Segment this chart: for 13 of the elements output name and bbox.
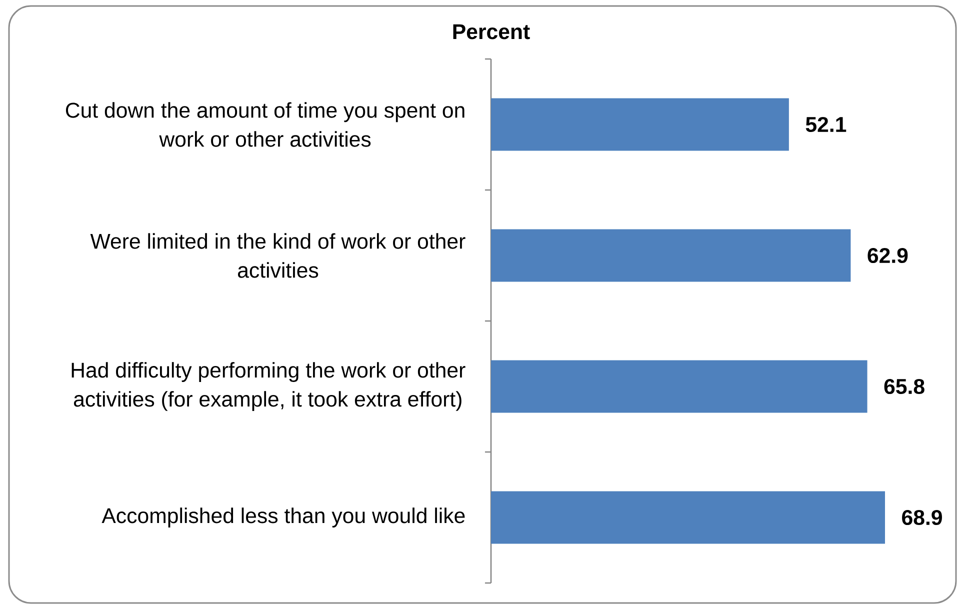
bar (491, 491, 885, 544)
bar (491, 98, 789, 151)
chart-title: Percent (453, 24, 530, 40)
bar (491, 360, 868, 413)
y-tick-label: Accomplished less than you would like (102, 508, 465, 528)
y-tick-label: Had difficulty performing the work or other activities (for example, it took extra effort) (72, 362, 466, 411)
data-label: 52.1 (806, 116, 846, 132)
data-label: 62.9 (868, 248, 908, 264)
data-label: 65.8 (884, 378, 924, 394)
bar (491, 229, 851, 282)
data-label: 68.9 (902, 510, 942, 526)
y-tick-label: Cut down the amount of time you spent on work or other activities (66, 102, 464, 147)
y-tick-label: Were limited in the kind of work or other activities (90, 233, 466, 278)
